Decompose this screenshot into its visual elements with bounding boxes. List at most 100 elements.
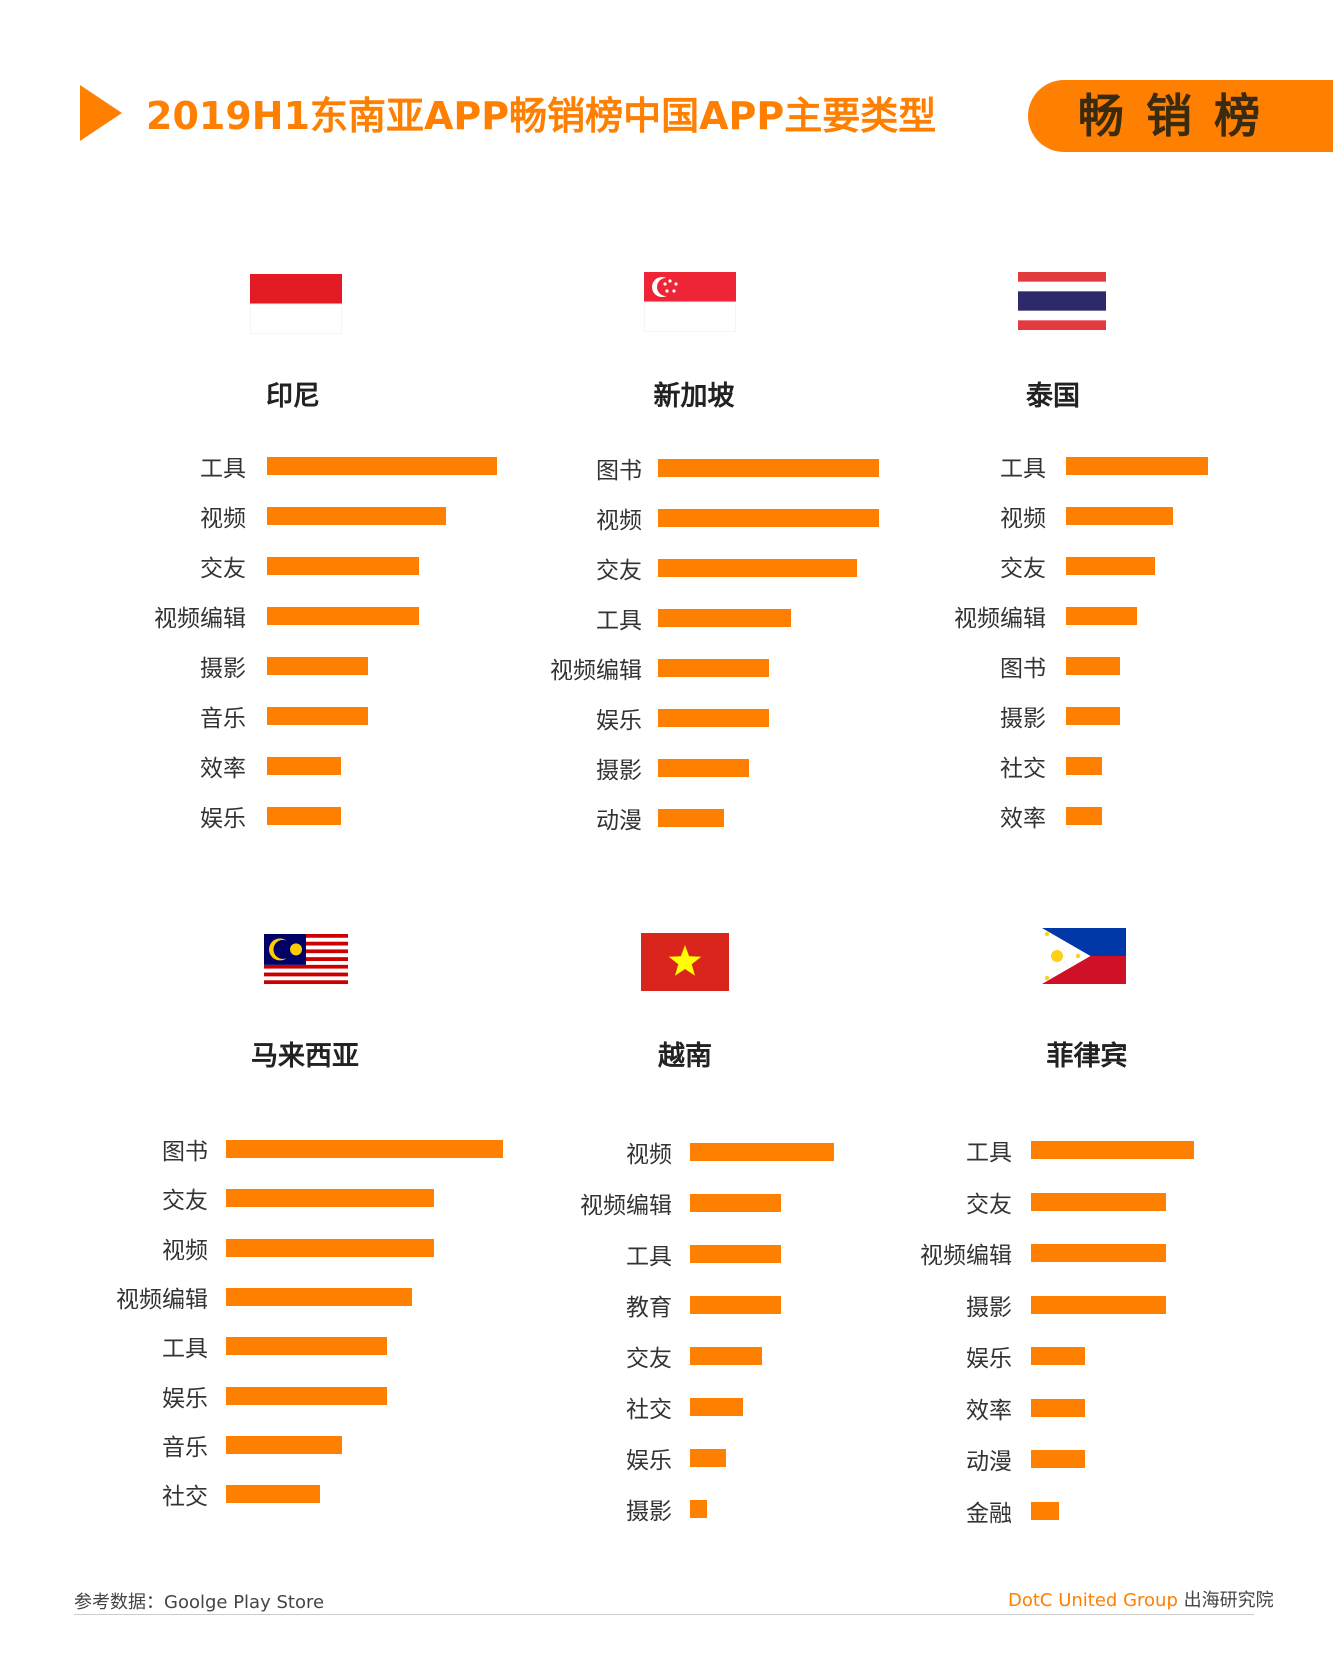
category-label: 工具 [966,1140,1012,1166]
vietnam-flag [641,933,729,991]
category-label: 娱乐 [596,708,642,734]
bar [267,657,368,675]
country-name: 印尼 [266,381,320,412]
bar [658,659,769,677]
category-label: 视频编辑 [550,658,642,684]
bar [1066,507,1173,525]
bar [1031,1398,1085,1417]
category-label: 娱乐 [162,1385,208,1412]
category-label: 工具 [1000,456,1046,482]
category-label: 社交 [1000,756,1046,782]
bar [1031,1141,1194,1159]
category-label: 工具 [596,608,642,634]
category-label: 动漫 [596,808,642,834]
bar [267,607,419,625]
bar [1031,1450,1085,1468]
bar [690,1398,743,1416]
category-label: 摄影 [596,758,642,784]
category-label: 音乐 [200,706,246,732]
category-label: 效率 [966,1397,1012,1424]
title-arrow-icon [80,85,122,141]
bar [658,809,724,827]
category-label: 视频 [1000,506,1046,532]
bar [1066,757,1102,775]
bar [1066,607,1137,625]
category-label: 摄影 [626,1499,672,1525]
bar [1066,657,1120,675]
country-name: 菲律宾 [1046,1041,1128,1072]
bar [1031,1295,1166,1314]
bar [1066,707,1120,725]
category-label: 视频 [162,1237,208,1264]
bar [1031,1501,1059,1520]
bar [226,1189,434,1208]
category-label: 图书 [1000,656,1046,682]
category-label: 视频编辑 [154,606,246,632]
bar [690,1143,834,1161]
bar [226,1238,434,1257]
malaysia-flag [264,934,348,988]
category-label: 视频 [626,1142,672,1168]
bar [1031,1192,1166,1211]
category-label: 动漫 [966,1449,1012,1475]
category-label: 交友 [162,1188,208,1215]
category-label: 摄影 [966,1294,1012,1321]
bestseller-badge: 畅销榜 [1028,80,1333,152]
category-label: 摄影 [200,656,246,682]
bar [658,759,749,777]
category-label: 娱乐 [966,1346,1012,1372]
category-label: 娱乐 [626,1448,672,1474]
bar [690,1449,726,1467]
category-label: 社交 [162,1484,208,1511]
bar [226,1337,387,1356]
bar [267,757,341,775]
bar [658,459,879,477]
category-label: 音乐 [162,1434,208,1461]
category-label: 工具 [626,1244,672,1270]
bar [267,707,368,725]
category-label: 教育 [626,1295,672,1321]
category-label: 视频 [596,508,642,534]
bar [226,1435,342,1454]
bar [1066,557,1155,575]
footer-divider [74,1614,1254,1615]
thailand-flag [1018,272,1106,330]
bar [1031,1244,1166,1262]
bar [658,509,879,527]
category-label: 效率 [1000,806,1046,832]
bar [658,559,857,577]
brand-org: 出海研究院 [1183,1590,1274,1611]
page-title: 2019H1东南亚APP畅销榜中国APP主要类型 [146,94,937,138]
philippines-flag [1042,928,1126,984]
bar [690,1347,762,1365]
category-label: 视频编辑 [116,1286,208,1313]
bar [690,1296,781,1314]
indonesia-flag [250,274,342,334]
bar [267,557,419,575]
category-label: 效率 [200,756,246,782]
country-name: 新加坡 [653,381,735,412]
bar [1031,1347,1085,1365]
bar [690,1245,781,1263]
bar [658,609,791,627]
category-label: 视频 [200,506,246,532]
bar [690,1194,781,1212]
brand-credit: DotC United Group 出海研究院 [1008,1586,1274,1612]
category-label: 图书 [162,1139,208,1165]
category-label: 社交 [626,1397,672,1423]
category-label: 交友 [596,558,642,584]
bar [267,457,497,475]
category-label: 图书 [596,458,642,484]
brand-name: DotC United Group [1008,1590,1178,1611]
bar [1066,807,1102,825]
bar [226,1287,412,1306]
category-label: 娱乐 [200,806,246,832]
country-name: 马来西亚 [251,1041,359,1072]
bar [226,1140,503,1158]
country-name: 越南 [658,1041,712,1072]
bar [267,807,341,825]
bar [1066,457,1208,475]
badge-label: 畅销榜 [1078,89,1282,143]
bar [658,709,769,727]
source-note: 参考数据：Goolge Play Store [74,1592,325,1613]
